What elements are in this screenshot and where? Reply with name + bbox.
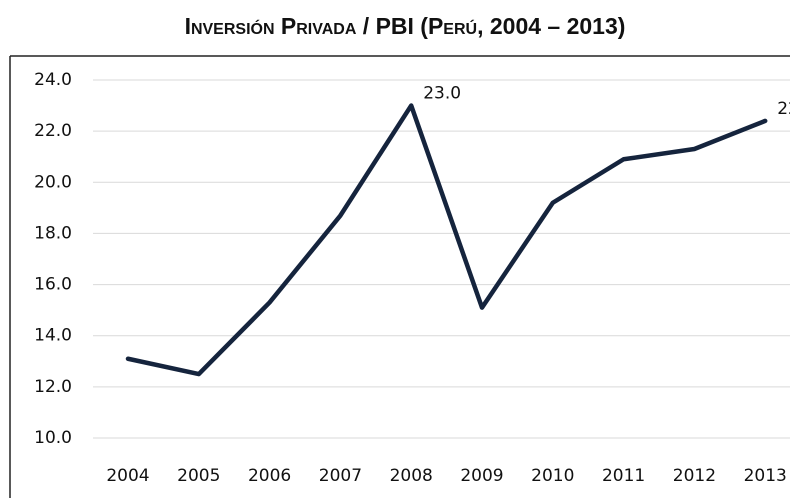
x-tick-label: 2006: [248, 466, 291, 486]
x-tick-label: 2009: [460, 466, 503, 486]
data-label: 23.0: [423, 84, 461, 104]
series-line: [125, 103, 768, 377]
y-tick-label: 22.0: [34, 121, 72, 141]
chart-title: Inversión Privada / PBI (Perú, 2004 – 20…: [185, 13, 626, 39]
x-tick-label: 2004: [106, 466, 149, 486]
y-tick-label: 12.0: [34, 377, 72, 397]
y-tick-label: 10.0: [34, 428, 72, 448]
y-tick-label: 14.0: [34, 326, 72, 346]
y-tick-label: 18.0: [34, 223, 72, 243]
x-tick-label: 2013: [744, 466, 787, 486]
x-tick-label: 2007: [319, 466, 362, 486]
x-tick-label: 2005: [177, 466, 220, 486]
x-tick-label: 2010: [531, 466, 574, 486]
x-tick-label: 2011: [602, 466, 645, 486]
y-tick-label: 16.0: [34, 275, 72, 295]
y-tick-label: 24.0: [34, 70, 72, 90]
x-tick-label: 2008: [390, 466, 433, 486]
x-tick-label: 2012: [673, 466, 716, 486]
data-label: 22.4: [777, 99, 790, 119]
y-tick-label: 20.0: [34, 172, 72, 192]
